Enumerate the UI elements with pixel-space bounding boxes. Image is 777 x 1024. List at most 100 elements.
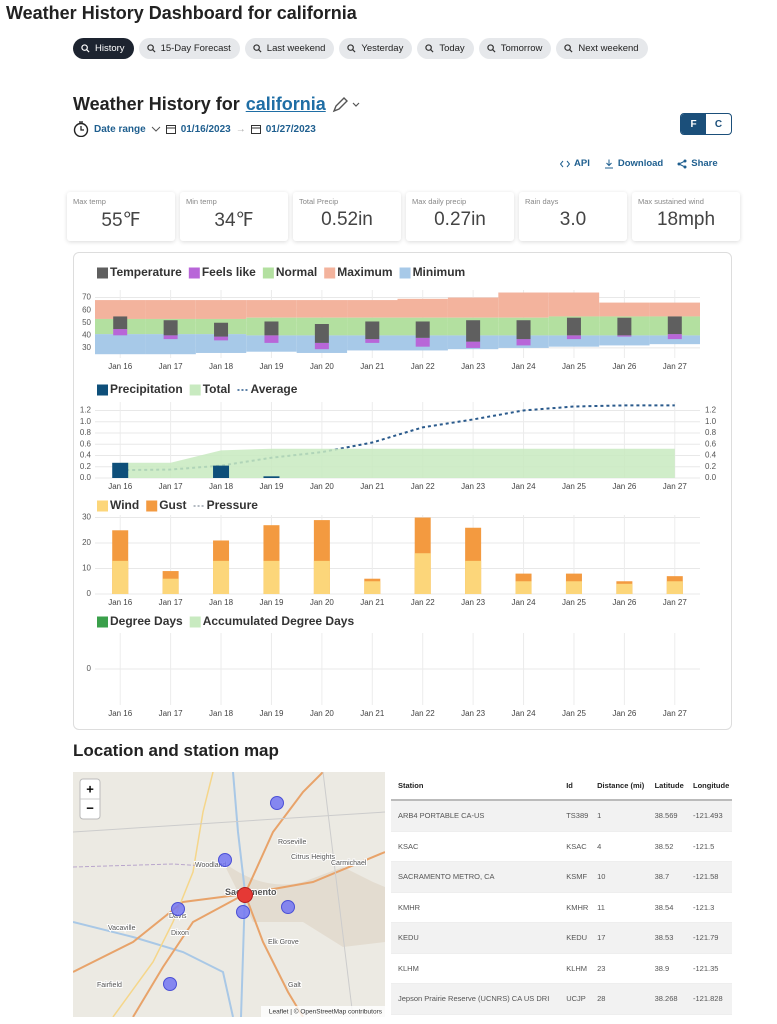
action-label: Share <box>691 158 718 169</box>
clock-icon <box>73 121 89 137</box>
table-cell: TS389 <box>559 800 591 832</box>
range-bar <box>466 341 481 348</box>
x-tick-label: Jan 24 <box>512 482 537 491</box>
action-button[interactable]: Download <box>604 158 663 169</box>
band-segment <box>347 300 398 318</box>
tab[interactable]: Last weekend <box>244 38 335 59</box>
legend-swatch <box>399 267 411 279</box>
icon-part <box>86 49 90 53</box>
legend-swatch <box>146 500 158 512</box>
date-range-label[interactable]: Date range <box>94 123 146 135</box>
legend-label: Minimum <box>413 265 466 279</box>
range-bar <box>617 317 632 336</box>
tab[interactable]: Tomorrow <box>478 38 552 59</box>
bar <box>213 560 230 594</box>
table-row[interactable]: ARB4 PORTABLE CA-US TS389 1 38.569 -121.493 <box>391 800 732 832</box>
x-tick-label: Jan 20 <box>310 709 335 718</box>
table-head: Station Id Distance (mi) Latitude Longitude <box>391 772 732 801</box>
table-cell: KSAC <box>559 831 591 862</box>
zoom-in[interactable]: + <box>86 781 94 796</box>
action-button[interactable]: Share <box>677 158 718 169</box>
band-segment <box>195 300 247 319</box>
attribution-box <box>261 1006 385 1017</box>
action-button[interactable]: API <box>560 158 590 169</box>
station-marker[interactable] <box>270 796 284 810</box>
tab[interactable]: Today <box>417 38 474 59</box>
place-label: Davis <box>169 913 187 920</box>
edit-icon[interactable] <box>332 96 362 113</box>
x-tick-label: Jan 21 <box>360 362 385 371</box>
table-row[interactable]: KLHM KLHM 23 38.9 -121.35 <box>391 953 732 984</box>
end-date[interactable]: 01/27/2023 <box>265 123 316 135</box>
legend-swatch <box>262 267 274 279</box>
legend-label: Normal <box>276 265 317 279</box>
x-tick-label: Jan 24 <box>512 362 537 371</box>
road <box>112 772 214 1017</box>
station-markers <box>163 796 295 991</box>
table-row[interactable]: KEDU KEDU 17 38.53 -121.79 <box>391 922 732 954</box>
station-marker[interactable] <box>281 900 295 914</box>
band-segment <box>95 334 146 355</box>
table-cell: Jepson Prairie Reserve (UCNRS) CA US DRI <box>391 983 560 1015</box>
map[interactable]: Woodland Roseville Citrus HeightsCarmichae… <box>73 772 385 1017</box>
stat-value: 0.27in <box>434 209 486 230</box>
stat-label: Rain days <box>525 197 559 206</box>
zoom-out[interactable]: − <box>86 800 94 815</box>
legend-label: Gust <box>159 498 186 512</box>
y-tick-label: 0.0 <box>705 473 717 482</box>
range-bar <box>415 321 430 338</box>
table-cell: -121.35 <box>686 953 732 984</box>
stat-card: Rain days 3.0 <box>519 192 627 241</box>
date-range-row: Date range 01/16/2023 → 01/27/2023 <box>73 121 316 137</box>
table-cell: -121.3 <box>686 892 732 923</box>
station-marker[interactable] <box>218 853 232 867</box>
unit-option[interactable]: C <box>714 118 723 130</box>
road <box>73 811 385 833</box>
location-marker[interactable] <box>237 887 253 903</box>
tab[interactable]: 15-Day Forecast <box>138 38 240 59</box>
location-link[interactable]: california <box>245 94 326 114</box>
table-row[interactable]: KMHR KMHR 11 38.54 -121.3 <box>391 892 732 923</box>
search-icon <box>425 44 434 53</box>
legend-label: Precipitation <box>110 382 183 396</box>
range-bar <box>566 335 581 340</box>
station-marker[interactable] <box>236 905 250 919</box>
place-label: Citrus Heights <box>291 854 335 861</box>
x-tick-label: Jan 26 <box>612 362 637 371</box>
table-cell: KLHM <box>391 953 560 984</box>
tab[interactable]: Next weekend <box>556 38 648 59</box>
unit-option[interactable]: F <box>681 114 706 134</box>
river <box>232 772 247 1017</box>
start-date[interactable]: 01/16/2023 <box>180 123 231 135</box>
bar <box>515 581 532 594</box>
station-marker[interactable] <box>163 977 177 991</box>
band-segment <box>599 302 650 317</box>
tab[interactable]: Yesterday <box>339 38 413 59</box>
y-tick-label: 0.6 <box>80 439 92 448</box>
stat-label: Min temp <box>186 197 217 206</box>
attribution[interactable]: Leaflet | © OpenStreetMap contributors <box>269 1008 383 1016</box>
table-cell: 4 <box>590 831 648 862</box>
page-title: Weather History Dashboard for california <box>6 3 357 23</box>
y-tick-label: 10 <box>82 564 91 573</box>
y-tick-label: 0 <box>87 589 92 598</box>
place-label: Vacaville <box>108 925 136 932</box>
band-segment <box>548 335 600 347</box>
table-row[interactable]: KSAC KSAC 4 38.52 -121.5 <box>391 831 732 862</box>
table-cell: 23 <box>590 953 648 984</box>
x-tick-label: Jan 21 <box>360 709 385 718</box>
range-bar <box>314 342 329 350</box>
y-tick-label: 1.0 <box>705 417 717 426</box>
tab[interactable]: History <box>73 38 134 59</box>
x-tick-label: Jan 27 <box>663 362 688 371</box>
table-row[interactable]: Jepson Prairie Reserve (UCNRS) CA US DRI… <box>391 983 732 1015</box>
station-marker[interactable] <box>171 902 185 916</box>
highway <box>73 851 385 973</box>
range-bar <box>415 337 430 347</box>
table-row[interactable]: SACRAMENTO METRO, CA KSMF 10 38.7 -121.58 <box>391 861 732 893</box>
band-segment <box>599 335 650 346</box>
bar <box>162 578 179 594</box>
bar <box>616 583 633 594</box>
table-cell: 10 <box>590 861 648 893</box>
table-cell: -121.828 <box>686 983 732 1015</box>
